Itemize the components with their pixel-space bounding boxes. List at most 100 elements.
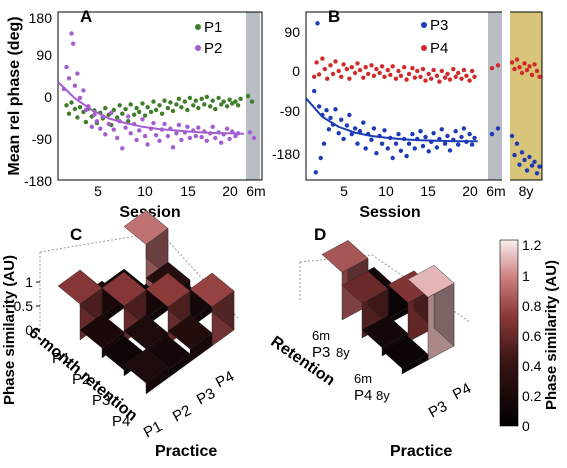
legend-marker-p2 xyxy=(195,45,201,51)
data-point-p3 xyxy=(396,131,401,137)
colorbar-tick-label: 1.2 xyxy=(522,237,542,253)
y-axis-b: 90 0 -90 -180 xyxy=(272,24,300,162)
data-point-p4 xyxy=(472,74,477,80)
y-axis-title-a: Mean rel phase (deg) xyxy=(6,16,23,175)
row-label: P3 xyxy=(312,344,330,361)
data-point-p4 xyxy=(453,74,458,80)
d-bar xyxy=(381,335,429,375)
data-point-p3 xyxy=(324,108,329,113)
plot-frame-b xyxy=(305,11,543,181)
data-point-p3 xyxy=(369,137,374,142)
colorbar xyxy=(499,239,519,427)
col-label: P1 xyxy=(141,418,165,442)
col-label: P4 xyxy=(450,380,474,404)
data-point-p1 xyxy=(159,111,165,116)
data-point-p4 xyxy=(437,79,442,84)
data-point-p1 xyxy=(117,103,122,108)
data-point-p3 xyxy=(316,104,322,109)
data-point-p4 xyxy=(385,67,390,73)
data-point-p1 xyxy=(83,119,89,125)
retention-6m-point-p4 xyxy=(489,66,495,71)
data-point-p4 xyxy=(328,63,333,68)
c-bar xyxy=(167,314,213,363)
data-point-p1 xyxy=(196,105,201,111)
legend-marker-p1 xyxy=(195,24,201,30)
data-point-p2 xyxy=(227,136,232,142)
data-point-p3 xyxy=(355,141,360,146)
data-point-p3 xyxy=(398,148,404,153)
data-point-p3 xyxy=(379,141,385,146)
data-point-p1 xyxy=(157,103,162,108)
data-point-p2 xyxy=(98,126,103,131)
y-tick-label: 0 xyxy=(44,89,52,105)
data-point-p4 xyxy=(461,67,467,73)
bar-top xyxy=(101,271,147,307)
data-point-p4 xyxy=(393,76,399,81)
data-point-p3 xyxy=(361,120,366,125)
data-point-p2 xyxy=(72,83,78,88)
grid-line xyxy=(299,254,471,323)
bar-top xyxy=(381,336,429,369)
retention-8y-point-p3 xyxy=(532,159,537,164)
retention-8y-point-p3 xyxy=(537,164,542,169)
data-point-p2 xyxy=(140,117,145,122)
y-axis-a: 180 90 0 -90 -180 xyxy=(24,10,52,189)
row-label: 8y xyxy=(336,345,350,360)
bar-top xyxy=(407,265,455,298)
legend-label-p3: P3 xyxy=(430,17,448,34)
data-point-p1 xyxy=(126,119,131,124)
data-point-p3 xyxy=(371,126,377,131)
bar-top xyxy=(123,210,169,245)
data-point-p1 xyxy=(176,96,182,102)
data-point-p3 xyxy=(442,141,448,146)
data-point-p3 xyxy=(467,131,472,137)
data-point-p4 xyxy=(341,62,346,67)
data-point-p4 xyxy=(369,63,374,68)
x-tick-label: 10 xyxy=(137,183,153,199)
data-point-p3 xyxy=(459,134,464,140)
colorbar-tick-label: 0.2 xyxy=(522,388,542,404)
retention-point-p1 xyxy=(249,99,255,104)
data-point-p2 xyxy=(115,135,120,141)
row-label: P1 xyxy=(52,350,70,367)
data-point-p3 xyxy=(420,143,426,149)
data-point-p1 xyxy=(204,94,209,100)
data-point-p2 xyxy=(151,120,156,126)
retention-8y-point-p4 xyxy=(537,74,542,80)
data-point-p2 xyxy=(66,76,72,81)
data-point-p3 xyxy=(423,134,428,140)
fit-curve-p3 xyxy=(305,97,478,143)
data-point-p3 xyxy=(456,142,461,147)
data-point-p3 xyxy=(385,146,390,151)
data-point-p3 xyxy=(404,153,409,159)
data-point-p1 xyxy=(103,105,108,111)
data-point-p1 xyxy=(123,106,128,112)
data-point-p3 xyxy=(431,131,436,136)
data-point-p4 xyxy=(349,65,354,70)
x-axis-b: 5 10 15 20 6m 8y xyxy=(340,183,533,199)
data-point-p2 xyxy=(123,125,128,130)
data-layer-a xyxy=(57,31,257,151)
data-point-p1 xyxy=(208,104,213,109)
data-point-p4 xyxy=(377,70,382,76)
data-point-p2 xyxy=(103,132,108,137)
row-label: P3 xyxy=(92,392,110,409)
data-point-p2 xyxy=(75,71,80,76)
retention-8y-point-p4 xyxy=(517,65,522,70)
data-point-p1 xyxy=(134,105,139,111)
data-point-p2 xyxy=(77,95,83,101)
col-labels-c: P1 P2 P3 P4 xyxy=(141,368,237,442)
panel-letter-a: A xyxy=(80,7,92,26)
bar-top xyxy=(123,314,169,350)
data-point-p1 xyxy=(170,108,176,114)
y-tick-label: 180 xyxy=(29,10,53,26)
legend-marker-p3 xyxy=(421,22,427,28)
floor-grid-d xyxy=(299,254,471,323)
bar-top xyxy=(361,315,409,348)
data-point-p3 xyxy=(412,146,417,151)
z-axis-title-c: Phase similarity (AU) xyxy=(1,255,18,405)
retention-8y-point-p4 xyxy=(519,70,525,76)
data-point-p3 xyxy=(434,145,440,150)
retention-point-p2 xyxy=(247,130,253,135)
